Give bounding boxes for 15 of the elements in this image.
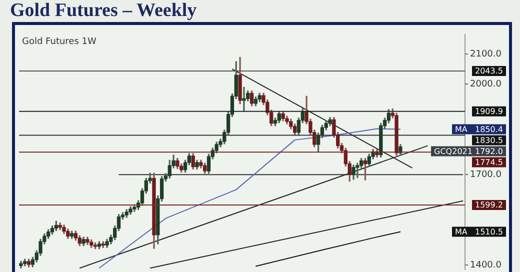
- chart-title: Gold Futures – Weekly: [10, 0, 197, 22]
- text: MA 1510.5: [455, 227, 503, 236]
- ref-line-label: 1909.9: [475, 106, 503, 116]
- ref-line-label: 1599.2: [475, 200, 503, 210]
- ref-line-label: 2043.5: [475, 66, 503, 76]
- y-tick-label: 2100.0: [470, 49, 502, 60]
- ref-line-label: 1830.5: [475, 136, 503, 145]
- y-tick-label: 1400.0: [470, 260, 502, 270]
- y-tick-label: 2000.0: [470, 80, 502, 90]
- chart-subtitle: Gold Futures 1W: [22, 37, 96, 48]
- candlestick: [242, 86, 246, 112]
- annotation: GCQ2021 1792.0: [434, 146, 503, 156]
- ref-line-label: 1774.5: [475, 158, 503, 167]
- text: MA 1850.4: [455, 124, 503, 134]
- y-tick-label: 1700.0: [470, 170, 502, 180]
